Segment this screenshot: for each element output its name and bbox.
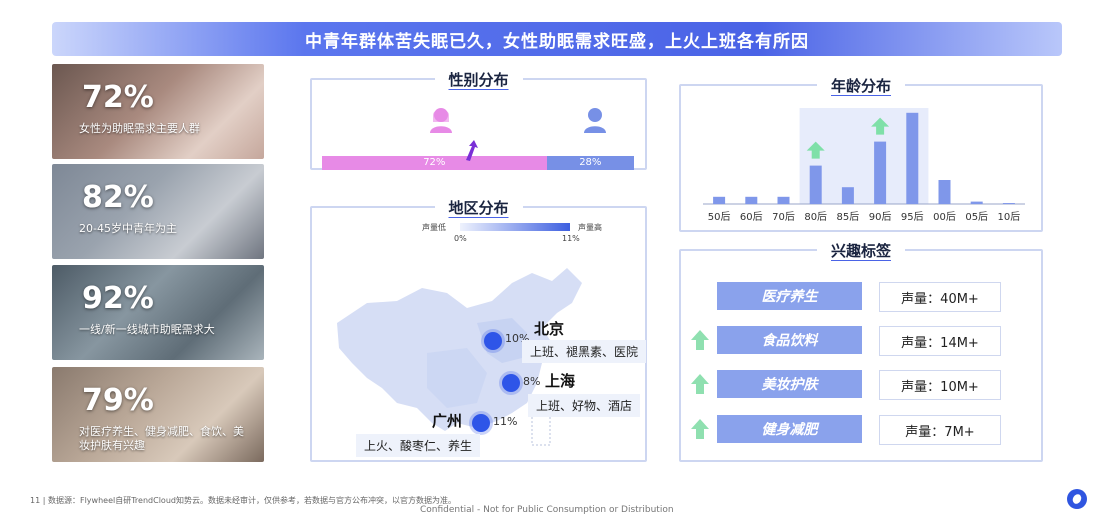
interest-label: 医疗养生 bbox=[717, 282, 862, 310]
interest-row: 健身减肥 声量：7M+ bbox=[691, 415, 1027, 445]
legend-low-label: 声量低 bbox=[422, 223, 446, 232]
gender-panel-title: 性别分布 bbox=[434, 69, 523, 90]
stat-percentage: 82% bbox=[82, 180, 154, 215]
shanghai-dot bbox=[502, 374, 520, 392]
beijing-dot bbox=[484, 332, 502, 350]
region-panel: 地区分布 声量低 声量高 0% 11% 10% 北京 上班、褪黑素、医院 8% … bbox=[310, 197, 647, 462]
legend-max-label: 11% bbox=[562, 234, 580, 243]
rising-arrow-icon bbox=[691, 419, 709, 439]
interest-row: 食品饮料 声量：14M+ bbox=[691, 326, 1027, 356]
age-tick-label: 10后 bbox=[998, 211, 1021, 223]
stat-card-female: 72% 女性为助眠需求主要人群 bbox=[52, 64, 264, 159]
stat-description: 对医疗养生、健身减肥、食饮、美妆护肤有兴趣 bbox=[79, 425, 244, 452]
shanghai-pct: 8% bbox=[523, 375, 541, 388]
legend-high-label: 声量高 bbox=[578, 223, 602, 232]
rising-arrow-icon bbox=[691, 374, 709, 394]
age-tick-label: 50后 bbox=[708, 211, 731, 223]
age-tick-label: 70后 bbox=[772, 211, 795, 223]
interest-volume: 声量：7M+ bbox=[879, 415, 1001, 445]
age-bar bbox=[713, 196, 726, 204]
age-bar bbox=[777, 196, 790, 204]
gender-panel: 性别分布 72% 28% bbox=[310, 69, 647, 170]
female-icon bbox=[430, 108, 452, 133]
source-note: 数据源：Flywheel自研TrendCloud知势云。数据未经审计，仅供参考，… bbox=[47, 496, 456, 505]
stat-card-age: 82% 20-45岁中青年为主 bbox=[52, 164, 264, 259]
age-bar bbox=[938, 180, 951, 204]
guangzhou-label: 广州 bbox=[432, 412, 463, 430]
stat-percentage: 72% bbox=[82, 80, 154, 115]
interest-volume: 声量：10M+ bbox=[879, 370, 1001, 400]
male-share-segment: 28% bbox=[546, 156, 634, 170]
interest-volume: 声量：40M+ bbox=[879, 282, 1001, 312]
beijing-label: 北京 bbox=[534, 320, 565, 338]
interest-row: 美妆护肤 声量：10M+ bbox=[691, 370, 1027, 400]
shanghai-tags: 上班、好物、酒店 bbox=[528, 394, 641, 417]
guangzhou-dot bbox=[472, 414, 490, 432]
brand-logo-icon bbox=[1067, 489, 1087, 509]
guangzhou-tags: 上火、酸枣仁、养生 bbox=[356, 434, 481, 457]
age-bar-chart: 50后 60后 70后 80后 85后 90后 95后 00后 05后 10后 bbox=[703, 108, 1025, 223]
china-map bbox=[337, 268, 582, 446]
interest-row: 医疗养生 声量：40M+ bbox=[697, 282, 1027, 312]
beijing-tags: 上班、褪黑素、医院 bbox=[522, 340, 647, 363]
stat-description: 女性为助眠需求主要人群 bbox=[79, 122, 200, 135]
guangzhou-pct: 11% bbox=[493, 415, 518, 428]
female-share-segment: 72% bbox=[322, 156, 547, 170]
interest-label: 健身减肥 bbox=[717, 415, 862, 443]
age-tick-label: 60后 bbox=[740, 211, 763, 223]
age-bar bbox=[745, 196, 758, 204]
footer-separator: | bbox=[42, 496, 48, 505]
age-bar bbox=[841, 187, 854, 204]
shanghai-label: 上海 bbox=[545, 372, 576, 390]
age-panel-title: 年龄分布 bbox=[816, 75, 906, 96]
stat-description: 20-45岁中青年为主 bbox=[79, 222, 177, 235]
age-bar bbox=[874, 141, 887, 204]
age-tick-label: 90后 bbox=[869, 211, 892, 223]
up-arrow-icon bbox=[806, 141, 825, 159]
age-panel: 年龄分布 50后 60后 70后 80后 85后 90后 95后 00后 05后 10后 bbox=[679, 75, 1043, 232]
age-tick-label: 95后 bbox=[901, 211, 924, 223]
age-tick-label: 00后 bbox=[933, 211, 956, 223]
interest-panel: 兴趣标签 医疗养生 声量：40M+ 食品饮料 声量：14M+ 美妆护肤 声量：1… bbox=[679, 240, 1043, 462]
stat-description: 一线/新一线城市助眠需求大 bbox=[79, 323, 215, 336]
age-bar bbox=[906, 112, 919, 204]
male-icon bbox=[584, 108, 606, 133]
stat-card-city: 92% 一线/新一线城市助眠需求大 bbox=[52, 265, 264, 360]
age-tick-label: 05后 bbox=[965, 211, 988, 223]
gender-share-bar: 72% 28% bbox=[322, 156, 634, 170]
page-number: 11 bbox=[30, 496, 41, 505]
trend-arrow-icon bbox=[466, 140, 478, 161]
interest-label: 美妆护肤 bbox=[717, 370, 862, 398]
age-tick-label: 85后 bbox=[837, 211, 860, 223]
rising-arrow-icon bbox=[691, 330, 709, 350]
region-panel-title: 地区分布 bbox=[434, 197, 523, 218]
stat-percentage: 79% bbox=[82, 383, 154, 418]
stat-percentage: 92% bbox=[82, 281, 154, 316]
interest-label: 食品饮料 bbox=[717, 326, 862, 354]
age-bar bbox=[1002, 203, 1015, 204]
page-title: 中青年群体苦失眠已久，女性助眠需求旺盛，上火上班各有所因 bbox=[305, 31, 809, 52]
legend-min-label: 0% bbox=[454, 234, 467, 243]
up-arrow-icon bbox=[871, 117, 890, 135]
interest-panel-title: 兴趣标签 bbox=[816, 240, 906, 261]
age-tick-label: 80后 bbox=[804, 211, 827, 223]
age-bar bbox=[809, 165, 822, 204]
confidential-note: Confidential - Not for Public Consumptio… bbox=[420, 505, 674, 515]
age-bar bbox=[970, 201, 983, 204]
stat-card-interest: 79% 对医疗养生、健身减肥、食饮、美妆护肤有兴趣 bbox=[52, 367, 264, 462]
legend-gradient bbox=[460, 223, 570, 231]
interest-volume: 声量：14M+ bbox=[879, 326, 1001, 356]
footer-source: 11 | 数据源：Flywheel自研TrendCloud知势云。数据未经审计，… bbox=[30, 495, 456, 506]
page-title-bar: 中青年群体苦失眠已久，女性助眠需求旺盛，上火上班各有所因 bbox=[52, 22, 1062, 56]
